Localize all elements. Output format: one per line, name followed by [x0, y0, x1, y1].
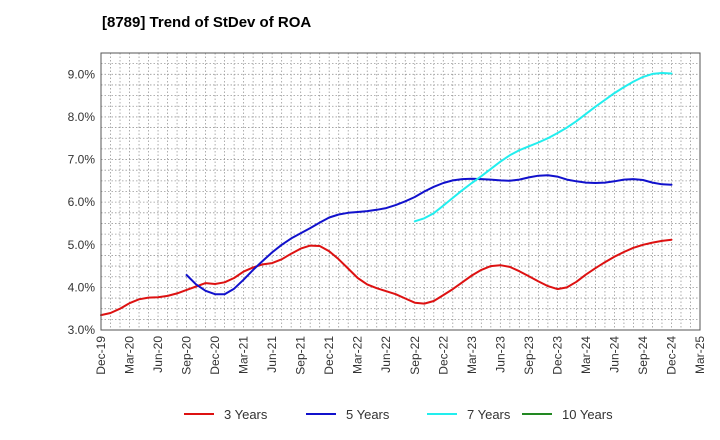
x-tick-label: Sep-24 [636, 336, 650, 375]
x-tick-label: Jun-23 [493, 336, 507, 373]
x-tick-label: Jun-20 [151, 336, 165, 373]
x-tick-label: Mar-22 [351, 336, 365, 374]
y-tick-label: 8.0% [68, 110, 96, 124]
y-tick-label: 7.0% [68, 153, 96, 167]
legend: 3 Years 5 Years 7 Years 10 Years [184, 407, 613, 422]
legend-label: 7 Years [467, 407, 511, 422]
x-tick-label: Mar-23 [465, 336, 479, 374]
chart-title: [8789] Trend of StDev of ROA [102, 14, 312, 31]
x-tick-label: Mar-24 [579, 336, 593, 374]
x-tick-label: Sep-20 [180, 336, 194, 375]
x-tick-label: Mar-21 [237, 336, 251, 374]
y-tick-labels: 3.0% 4.0% 5.0% 6.0% 7.0% 8.0% 9.0% [68, 67, 96, 337]
x-tick-label: Jun-24 [607, 336, 621, 373]
x-tick-label: Mar-25 [693, 336, 707, 374]
x-tick-label: Dec-23 [550, 336, 564, 375]
x-tick-label: Dec-22 [436, 336, 450, 375]
legend-label: 3 Years [224, 407, 268, 422]
series-line-5-years [185, 174, 673, 296]
x-tick-label: Jun-21 [265, 336, 279, 373]
x-tick-label: Dec-19 [94, 336, 108, 375]
y-tick-label: 5.0% [68, 238, 96, 252]
grid-lines [101, 53, 700, 330]
x-tick-label: Dec-24 [664, 336, 678, 375]
series-line-3-years [100, 238, 673, 317]
x-tick-label: Dec-21 [322, 336, 336, 375]
plot-frame [100, 52, 701, 331]
x-tick-label: Sep-23 [522, 336, 536, 375]
x-tick-label: Jun-22 [379, 336, 393, 373]
x-tick-label: Dec-20 [208, 336, 222, 375]
y-tick-label: 4.0% [68, 280, 96, 294]
y-tick-label: 3.0% [68, 323, 96, 337]
x-tick-label: Sep-22 [408, 336, 422, 375]
legend-label: 5 Years [346, 407, 390, 422]
x-tick-label: Mar-20 [123, 336, 137, 374]
series-line-7-years [413, 72, 673, 223]
x-tick-label: Sep-21 [294, 336, 308, 375]
x-tick-labels: Dec-19 Mar-20 Jun-20 Sep-20 Dec-20 Mar-21 Jun-… [94, 336, 707, 375]
y-tick-label: 9.0% [68, 67, 96, 81]
legend-label: 10 Years [562, 407, 613, 422]
y-tick-label: 6.0% [68, 195, 96, 209]
series-lines [100, 72, 673, 317]
